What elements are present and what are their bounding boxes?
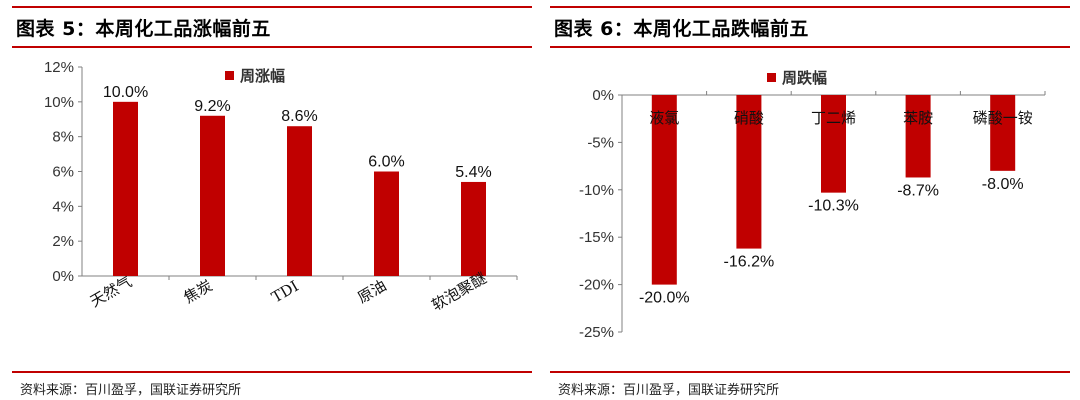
category-label: 硝酸: [734, 109, 764, 127]
legend-swatch: [225, 71, 234, 80]
bar: [736, 95, 762, 249]
footer-rule: [550, 371, 1070, 373]
data-label: -8.0%: [982, 176, 1024, 193]
bar: [651, 95, 677, 285]
chart-panel-fall: 图表 6：本周化工品跌幅前五 0% -5% -10% -15% -20% -25% -20.…: [550, 0, 1070, 400]
y-tick-label: 4%: [52, 198, 74, 215]
legend-label: 周涨幅: [240, 67, 285, 85]
category-label: 磷酸一铵: [973, 109, 1033, 127]
bar: [374, 171, 399, 276]
y-tick-label: 0%: [592, 87, 614, 104]
top-rule: [550, 6, 1070, 8]
category-label: TDI: [268, 277, 301, 307]
legend-swatch: [767, 73, 776, 82]
category-label: 天然气: [87, 273, 135, 311]
chart-title: 图表 6：本周化工品跌幅前五: [554, 18, 809, 40]
category-label: 焦炭: [181, 276, 216, 307]
title-rule: [550, 46, 1070, 48]
y-tick-label: 8%: [52, 129, 74, 146]
category-label: 苯胺: [903, 109, 933, 127]
chart-panel-rise: 图表 5：本周化工品涨幅前五 0% 2% 4% 6% 8% 10% 12% 10.0% 天然气 9…: [12, 0, 532, 400]
y-tick-label: 2%: [52, 233, 74, 250]
data-label: 8.6%: [281, 108, 317, 125]
bar: [200, 115, 225, 277]
data-label: -10.3%: [808, 198, 859, 215]
data-label: -20.0%: [639, 290, 690, 307]
fall-bar-chart: 0% -5% -10% -15% -20% -25% -20.0% 液氯 -16.2% 硝酸 -10…: [579, 69, 1046, 341]
title-rule: [12, 46, 532, 48]
chart-title: 图表 5：本周化工品涨幅前五: [16, 18, 271, 40]
source-note: 资料来源：百川盈孚，国联证券研究所: [558, 383, 780, 398]
y-tick-label: -25%: [579, 324, 614, 341]
data-label: 9.2%: [194, 98, 230, 115]
y-tick-label: -10%: [579, 182, 614, 199]
source-note: 资料来源：百川盈孚，国联证券研究所: [20, 383, 242, 398]
bar: [821, 95, 846, 193]
y-tick-label: 10%: [44, 94, 74, 111]
y-tick-label: 0%: [52, 268, 74, 285]
data-label: -8.7%: [897, 182, 939, 199]
legend-label: 周跌幅: [782, 69, 827, 87]
bar: [287, 126, 312, 276]
rise-bar-chart: 0% 2% 4% 6% 8% 10% 12% 10.0% 天然气 9.2% 焦炭 8.6% TDI 6.0…: [44, 59, 518, 314]
y-tick-label: -20%: [579, 277, 614, 294]
bar: [990, 95, 1016, 171]
data-label: 10.0%: [103, 84, 148, 101]
y-tick-label: -15%: [579, 229, 614, 246]
y-tick-label: 6%: [52, 164, 74, 181]
top-rule: [12, 6, 532, 8]
y-tick-label: -5%: [587, 134, 614, 151]
bar: [461, 181, 486, 276]
footer-rule: [12, 371, 532, 373]
category-label: 液氯: [649, 109, 679, 127]
data-label: 6.0%: [368, 154, 404, 171]
bar: [905, 95, 931, 178]
bar: [113, 101, 138, 276]
category-label: 原油: [355, 276, 390, 307]
data-label: 5.4%: [455, 164, 491, 181]
data-label: -16.2%: [724, 254, 775, 271]
category-label: 丁二烯: [811, 109, 856, 127]
y-tick-label: 12%: [44, 59, 74, 76]
